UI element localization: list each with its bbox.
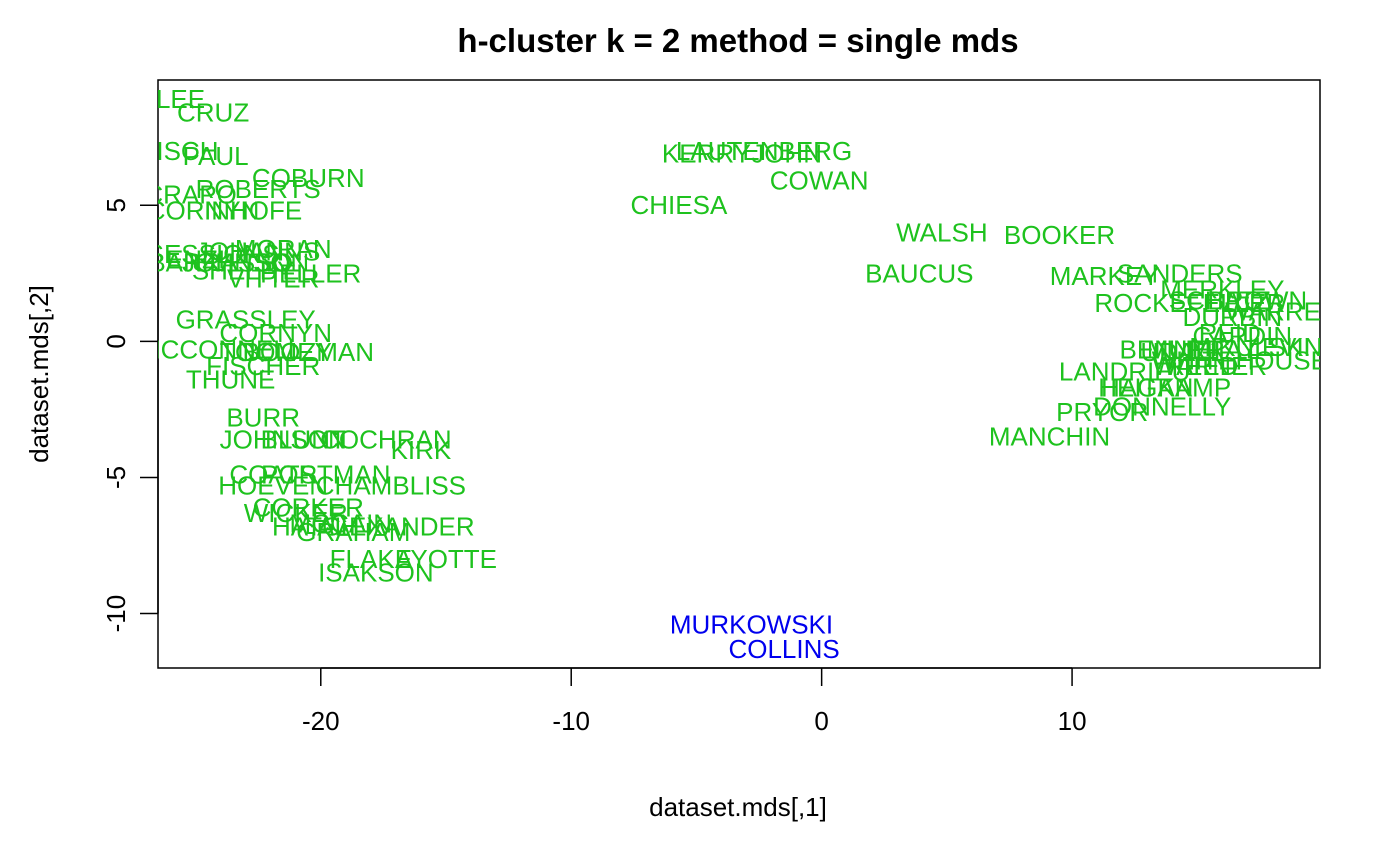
point-label-lee: LEE [156,84,205,114]
point-label-boozman: BOOZMAN [243,337,374,367]
point-label-sanders: SANDERS [1117,258,1243,288]
point-label-paul: PAUL [183,141,249,171]
x-axis: -20 -10 0 10 [302,667,1087,736]
point-label-mcconnell: MCCONNELL [139,335,302,365]
point-label-cornyn: CORNYN [147,196,260,226]
point-label-cowan: COWAN [770,166,869,196]
point-label-coburn: COBURN [252,163,365,193]
point-label-enzi: ENZI [166,245,225,275]
point-label-coats: COATS [229,460,317,490]
point-label-crapo: CRAPO [144,179,236,209]
point-label-chiesa: CHIESA [630,190,727,220]
point-label-donnelly: DONNELLY [1093,392,1231,422]
x-tick-label: -10 [552,706,590,736]
x-axis-label: dataset.mds[,1] [649,792,827,822]
point-label-burr: BURR [226,403,300,433]
point-label-lautenberg: LAUTENBERG [676,136,852,166]
y-axis-label: dataset.mds[,2] [24,285,54,463]
point-label-warner: WARNER [1153,351,1268,381]
point-label-johnson: JOHNSON [220,424,347,454]
x-tick-label: 10 [1058,706,1087,736]
point-label-hoeven: HOEVEN [218,471,328,501]
point-label-merkley: MERKLEY [1160,275,1284,305]
point-label-alexander: ALEXANDER [317,511,475,541]
point-label-wicker: WICKER [244,498,348,528]
point-label-durbin: DURBIN [1183,302,1283,332]
point-label-inhofe: INHOFE [204,196,302,226]
point-label-whitehouse: WHITEHOUSE [1152,345,1328,375]
point-label-schatz: SCHATZ [1169,286,1271,316]
point-label-barrasso: BARRASSO [148,247,293,277]
point-label-heitkamp: HEITKAMP [1098,373,1231,403]
point-label-roberts: ROBERTS [196,174,321,204]
point-label-thune: THUNE [186,364,276,394]
point-label-cardin: CARDIN [1193,321,1293,351]
point-label-shelby: SHELBY [192,256,295,286]
point-label-portman: PORTMAN [261,460,391,490]
point-label-warren: WARREN [1225,296,1340,326]
point-label-mikulski: MIKULSKI [1189,332,1310,362]
point-label-kirk: KIRK [391,435,452,465]
point-label-heller: HELLER [260,258,361,288]
point-label-udall: UDALL [1140,337,1224,367]
point-label-manchin: MANCHIN [989,422,1110,452]
point-label-vitter: VITTER [227,264,319,294]
point-label-rockefeller: ROCKEFELLER [1094,288,1285,318]
point-label-reid: REID [1199,318,1261,348]
point-label-walsh: WALSH [896,217,988,247]
point-label-murray: MURRAY [1147,335,1258,365]
point-label-risch: RISCH [138,136,219,166]
point-label-toomey: TOOMEY [220,337,332,367]
point-label-booker: BOOKER [1004,220,1115,250]
y-tick-label: 0 [101,334,131,348]
point-label-isakson: ISAKSON [318,558,434,588]
point-label-corker: CORKER [253,492,364,522]
point-label-cornyn: CORNYN [219,318,332,348]
point-label-moran: MORAN [235,234,332,264]
y-axis: -10 -5 0 5 [101,198,159,633]
point-label-bennet: BENNET [1120,335,1226,365]
point-label-john: JOHN [751,139,822,169]
point-label-ayotte: AYOTTE [395,544,497,574]
point-label-levin: LEVIN [1247,332,1322,362]
point-label-hagan: HAGAN [1101,373,1193,403]
point-label-baucus: BAUCUS [865,258,973,288]
point-label-sessions: SESSIONS [147,239,280,269]
point-label-fischer: FISCHER [206,351,320,381]
point-label-cochran: COCHRAN [320,424,451,454]
point-label-hatch: HATCH [272,511,360,541]
x-tick-label: 0 [814,706,828,736]
point-label-cruz: CRUZ [177,98,249,128]
point-label-reed: REED [1166,351,1238,381]
point-label-kerry: KERRY [662,139,751,169]
point-label-graham: GRAHAM [296,517,410,547]
point-label-landrieu: LANDRIEU [1059,356,1190,386]
point-label-flake: FLAKE [330,544,412,574]
point-label-grassley: GRASSLEY [176,305,316,335]
point-label-johnson: JOHNSON [182,247,309,277]
point-label-murkowski: MURKOWSKI [670,609,833,639]
point-label-collins: COLLINS [728,634,839,664]
chart-title: h-cluster k = 2 method = single mds [457,22,1018,59]
point-label-johanns: JOHANNS [196,237,320,267]
point-label-markey: MARKEY [1050,261,1160,291]
y-tick-label: 5 [101,198,131,212]
y-tick-label: -5 [101,466,131,489]
y-tick-label: -10 [101,595,131,633]
point-label-chambliss: CHAMBLISS [316,471,466,501]
point-label-pryor: PRYOR [1056,397,1148,427]
x-tick-label: -20 [302,706,340,736]
point-label-blunt: BLUNT [261,424,346,454]
point-label-brown: BROWN [1208,286,1308,316]
point-label-mccain: MCCAIN [290,509,393,539]
